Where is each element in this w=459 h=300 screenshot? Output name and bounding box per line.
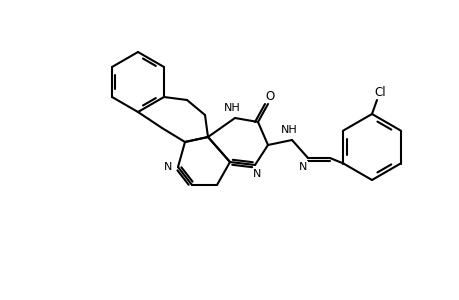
Text: NH: NH xyxy=(223,103,240,113)
Text: N: N xyxy=(252,169,261,179)
Text: N: N xyxy=(163,162,172,172)
Text: N: N xyxy=(298,162,307,172)
Text: Cl: Cl xyxy=(373,85,385,98)
Text: O: O xyxy=(265,89,274,103)
Text: NH: NH xyxy=(280,125,297,135)
